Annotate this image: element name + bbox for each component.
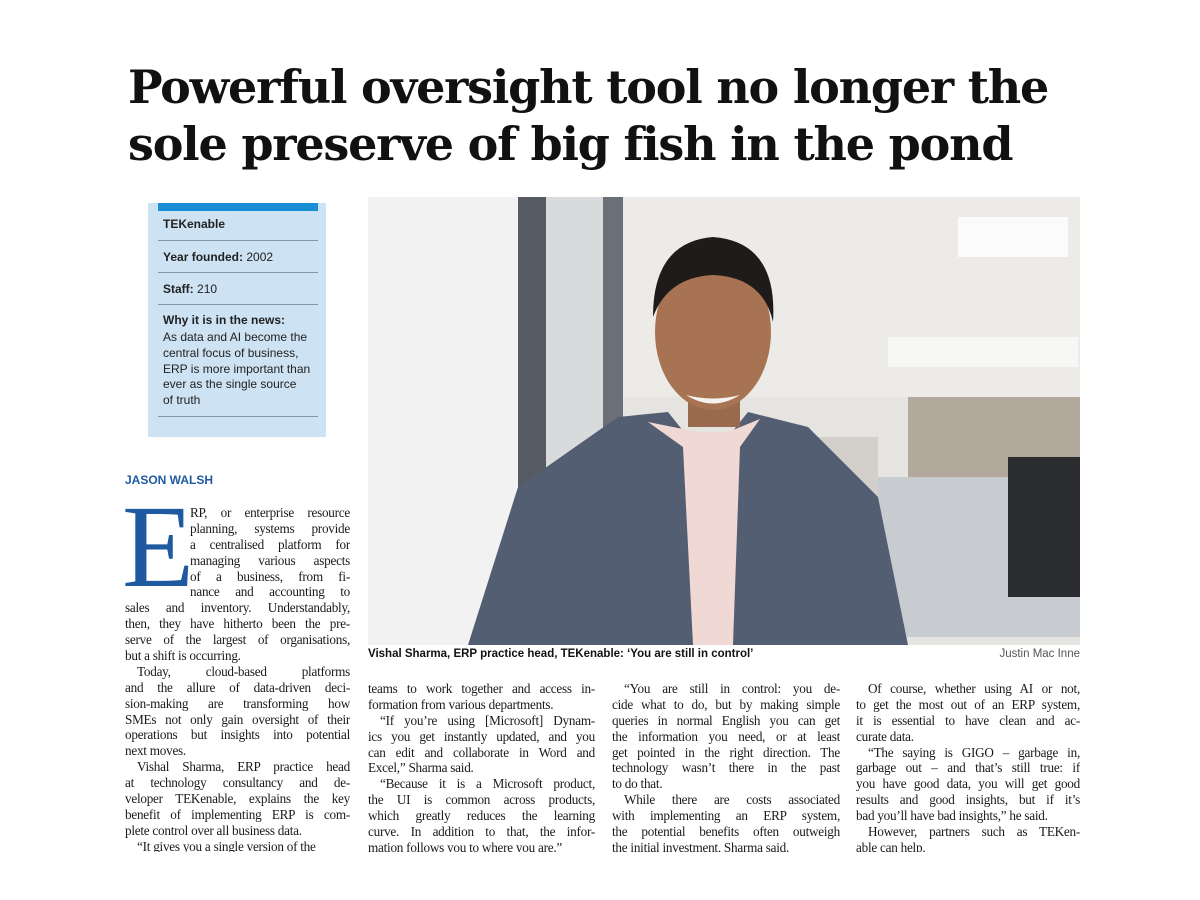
company: TEKenable — [163, 217, 226, 231]
article-column: RP, or enterprise resource planning, syst… — [125, 505, 350, 852]
separator — [158, 304, 318, 305]
text-line: cide what to do, but by making simple — [612, 696, 840, 712]
drop-cap: E — [122, 481, 195, 612]
article-column: Of course, whether using AI or not, to ge… — [856, 681, 1080, 852]
text-line: technology wasn’t there in the past — [612, 760, 840, 776]
text-line: the initial investment, Sharma said. — [612, 839, 790, 852]
text-line: which greatly reduces the learning — [368, 808, 595, 824]
photo-credit: Justin Mac Inne — [999, 648, 1080, 660]
text-line: can edit and collaborate in Word and — [368, 744, 595, 760]
text-line: the potential benefits often outweigh — [612, 824, 840, 840]
text-line: “If you’re using [Microsoft] Dynam- — [380, 712, 595, 728]
text-line: results and good insights, but if it’s — [856, 792, 1080, 808]
news-line: ERP is more important than — [163, 361, 311, 376]
text-line: garbage out – and that’s still true: if — [856, 760, 1080, 776]
news-line: central focus of business, — [163, 345, 299, 360]
text-line: veloper TEKenable, explains the key — [125, 791, 350, 807]
separator — [158, 240, 318, 241]
text-line: to do that. — [612, 776, 663, 792]
label: Year founded: — [163, 250, 244, 264]
photo-caption: Vishal Sharma, ERP practice head, TEKena… — [368, 648, 754, 660]
text-line: formation from various departments. — [368, 696, 554, 712]
text-line: bad you’ll have bad insights,” he said. — [856, 808, 1048, 824]
text-line: mation follows you to where you are.” — [368, 839, 563, 852]
text-line: queries in normal English you can get — [612, 712, 840, 728]
text-line: sales and inventory. Understandably, — [125, 600, 350, 616]
text-line: but a shift is occurring. — [125, 648, 241, 664]
text-line: Of course, whether using AI or not, — [868, 681, 1080, 696]
text-line: at technology consultancy and de- — [125, 775, 350, 791]
text-line: the information you need, or at least — [612, 728, 840, 744]
text-line: ics you get instantly updated, and you — [368, 728, 595, 744]
news-line: ever as the single source — [163, 377, 297, 392]
text-line: managing various aspects — [190, 552, 350, 568]
text-line: While there are costs associated — [624, 792, 840, 808]
text-line: you have good data, you will get good — [856, 776, 1080, 792]
text-line: and the allure of data-driven deci- — [125, 679, 350, 695]
staff: Staff: 210 — [163, 282, 217, 296]
text-line: Vishal Sharma, ERP practice head — [137, 759, 350, 775]
separator — [158, 272, 318, 273]
text-line: the UI is common across products, — [368, 792, 595, 808]
text-line: “Because it is a Microsoft product, — [380, 776, 595, 792]
text-line: RP, or enterprise resource — [190, 505, 350, 520]
text-line: “The saying is GIGO – garbage in, — [868, 744, 1080, 760]
news-line: As data and AI become the — [163, 330, 308, 344]
year-founded: Year founded: 2002 — [163, 250, 273, 264]
text-line: “It gives you a single version of the — [137, 838, 316, 852]
text-line: able can help. — [856, 839, 926, 852]
text-line: benefit of implementing ERP is com- — [125, 806, 350, 822]
headline: sole preserve of big fish in the pond — [128, 117, 1013, 171]
text-line: “You are still in control: you de- — [624, 681, 840, 696]
label: Staff: — [163, 282, 194, 296]
separator — [158, 416, 318, 417]
headline: Powerful oversight tool no longer the — [128, 60, 1049, 114]
text-line: next moves. — [125, 743, 186, 759]
text-line: teams to work together and access in- — [368, 681, 595, 696]
news-text: As data and AI become the central focus o… — [163, 330, 310, 409]
text-line: curate data. — [856, 728, 914, 744]
news-line: of truth — [163, 393, 201, 408]
text-line: with implementing an ERP system, — [612, 808, 840, 824]
photo — [368, 197, 1080, 645]
fact-box — [148, 203, 326, 437]
value: 210 — [197, 282, 218, 296]
text-line: nance and accounting to — [190, 584, 350, 600]
byline: JASON WALSH — [125, 473, 214, 487]
text-line: then, they have hitherto been the pre- — [125, 616, 350, 632]
text-line: to get the most out of an ERP system, — [856, 696, 1080, 712]
text-line: sion-making are transforming how — [125, 695, 350, 711]
text-line: SMEs not only gain oversight of their — [125, 711, 350, 727]
text-line: get pointed in the right direction. The — [612, 744, 840, 760]
fact-box-bar — [158, 203, 318, 211]
text-line: Today, cloud-based platforms — [137, 663, 350, 679]
text-line: serve of the largest of organisations, — [125, 632, 350, 648]
text-line: However, partners such as TEKen- — [868, 824, 1080, 840]
text-line: curve. In addition to that, the infor- — [368, 824, 595, 840]
text-line: of a business, from fi- — [190, 568, 350, 584]
text-line: it is essential to have clean and ac- — [856, 712, 1080, 728]
text-line: a centralised platform for — [190, 536, 350, 552]
text-line: planning, systems provide — [190, 520, 350, 536]
text-line: operations but insights into potential — [125, 727, 350, 743]
news-label: Why it is in the news: — [163, 313, 286, 327]
value: 2002 — [246, 250, 274, 264]
article-column: “You are still in control: you de-cide w… — [612, 681, 840, 852]
article-column: teams to work together and access in-for… — [368, 681, 595, 852]
text-line: Excel,” Sharma said. — [368, 760, 474, 776]
text-line: plete control over all business data. — [125, 822, 302, 838]
